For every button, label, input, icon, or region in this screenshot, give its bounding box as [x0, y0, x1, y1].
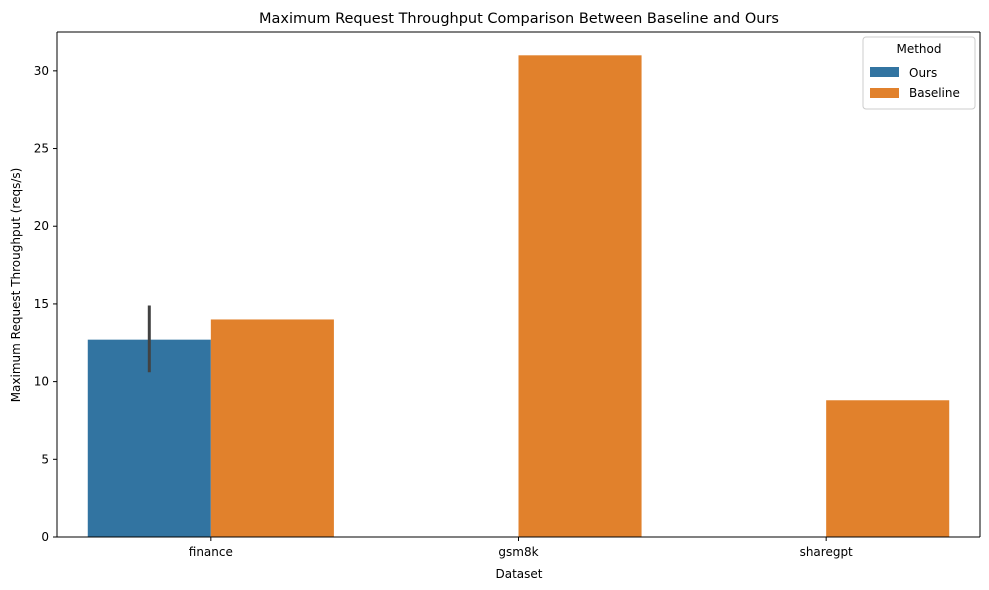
legend-label-ours: Ours — [909, 66, 937, 80]
y-tick-label: 5 — [41, 452, 49, 466]
bar-ours-finance — [87, 339, 211, 537]
x-tick-label: gsm8k — [498, 545, 538, 559]
x-axis-title: Dataset — [496, 567, 543, 581]
bars-layer — [87, 55, 950, 538]
bar-baseline-finance — [210, 319, 334, 537]
legend-swatch-ours — [870, 67, 899, 77]
chart-title: Maximum Request Throughput Comparison Be… — [259, 11, 779, 27]
y-tick-label: 30 — [34, 64, 49, 78]
y-tick-label: 10 — [34, 375, 49, 389]
legend-label-baseline: Baseline — [909, 86, 960, 100]
x-tick-label: finance — [189, 545, 233, 559]
x-tick-label: sharegpt — [800, 545, 853, 559]
y-tick-label: 20 — [34, 219, 49, 233]
legend: Method Ours Baseline — [862, 36, 976, 110]
y-tick-label: 25 — [34, 142, 49, 156]
legend-swatch-baseline — [870, 88, 899, 98]
y-axis-title: Maximum Request Throughput (reqs/s) — [9, 168, 23, 403]
legend-title: Method — [896, 42, 941, 56]
y-axis: 0 5 10 15 20 25 30 — [34, 64, 57, 544]
bar-baseline-gsm8k — [518, 55, 642, 538]
y-tick-label: 0 — [41, 530, 49, 544]
y-tick-label: 15 — [34, 297, 49, 311]
bar-baseline-sharegpt — [826, 400, 950, 537]
x-axis: finance gsm8k sharegpt — [189, 537, 853, 559]
